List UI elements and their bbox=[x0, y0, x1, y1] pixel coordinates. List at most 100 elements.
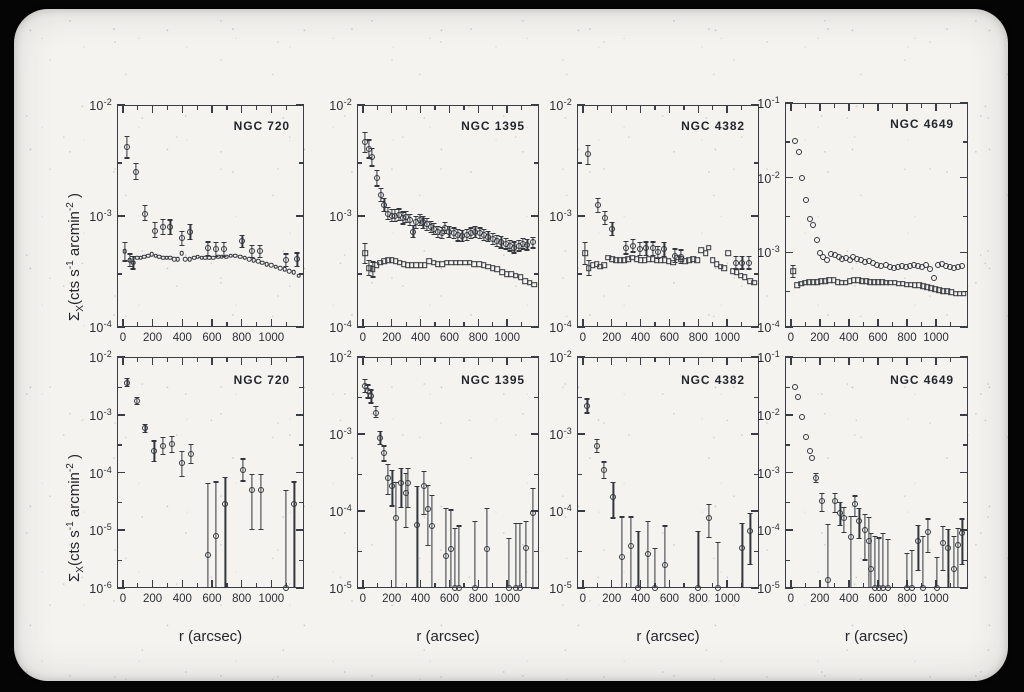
x-tick-major-top bbox=[639, 357, 642, 365]
error-cap-bottom bbox=[431, 234, 437, 236]
x-tick-minor-top bbox=[226, 357, 228, 362]
data-point-circle bbox=[377, 191, 384, 198]
data-point-circle bbox=[277, 265, 283, 271]
y-tick-major bbox=[577, 104, 585, 106]
y-tick-major bbox=[785, 176, 793, 179]
error-cap-bottom bbox=[403, 222, 409, 224]
x-tick-major bbox=[477, 319, 480, 327]
error-cap-top bbox=[595, 198, 601, 200]
error-bar bbox=[911, 550, 913, 588]
data-point-circle bbox=[661, 246, 668, 253]
data-point-square bbox=[903, 281, 910, 288]
error-cap-bottom bbox=[160, 454, 166, 456]
data-point-square bbox=[609, 256, 616, 262]
error-cap-top bbox=[876, 537, 882, 539]
y-tick-label: 10-3 bbox=[757, 244, 780, 261]
panel-title: NGC 4382 bbox=[681, 373, 745, 387]
y-tick-label: 10-4 bbox=[757, 522, 780, 539]
error-cap-top bbox=[420, 216, 426, 218]
error-cap-top bbox=[389, 209, 395, 211]
x-tick-minor bbox=[596, 583, 598, 588]
data-point-circle bbox=[636, 246, 643, 253]
x-tick-label: 800 bbox=[232, 332, 252, 344]
data-point-circle bbox=[925, 528, 932, 535]
data-point-circle bbox=[959, 529, 966, 536]
x-tick-minor bbox=[434, 583, 436, 588]
error-cap-top bbox=[370, 261, 376, 263]
error-bar bbox=[864, 514, 866, 561]
panel-title: NGC 4649 bbox=[890, 117, 954, 131]
data-point-circle bbox=[803, 433, 810, 440]
x-tick-minor-top bbox=[255, 105, 258, 110]
error-bar bbox=[427, 484, 429, 547]
data-point-circle bbox=[635, 585, 642, 591]
x-tick-major-top bbox=[211, 357, 213, 365]
error-cap-bottom bbox=[520, 248, 526, 250]
error-cap-top bbox=[628, 516, 634, 518]
error-cap-bottom bbox=[623, 253, 629, 255]
y-tick-major bbox=[357, 510, 365, 512]
y-tick-minor-right bbox=[299, 162, 304, 164]
error-cap-bottom bbox=[602, 223, 608, 226]
y-tick-label: 10-4 bbox=[757, 318, 780, 336]
error-cap-top bbox=[169, 435, 175, 438]
x-tick-minor-top bbox=[492, 357, 494, 362]
data-point-circle bbox=[847, 534, 854, 541]
data-point-circle bbox=[524, 241, 531, 248]
error-cap-top bbox=[872, 535, 878, 538]
data-point-circle bbox=[920, 585, 927, 591]
data-point-square bbox=[718, 263, 724, 270]
y-tick-major-right bbox=[751, 326, 759, 328]
error-cap-top bbox=[160, 218, 166, 221]
y-tick-major bbox=[785, 356, 793, 358]
x-tick-minor-top bbox=[226, 105, 228, 110]
data-point-circle bbox=[393, 515, 400, 522]
x-tick-minor-top bbox=[255, 357, 258, 362]
data-point-circle bbox=[257, 248, 264, 255]
y-tick-major-right bbox=[751, 356, 759, 358]
error-cap-top bbox=[619, 516, 625, 518]
y-tick-minor bbox=[357, 162, 362, 164]
error-cap-bottom bbox=[485, 241, 491, 243]
error-cap-bottom bbox=[582, 264, 588, 266]
x-tick-major bbox=[639, 319, 642, 327]
data-point-square bbox=[794, 282, 800, 289]
x-tick-label: 600 bbox=[439, 593, 460, 605]
x-tick-major bbox=[240, 319, 243, 327]
x-tick-label: 400 bbox=[839, 593, 859, 605]
error-cap-top bbox=[494, 234, 500, 236]
x-tick-label: 0 bbox=[579, 332, 586, 344]
error-cap-top bbox=[400, 211, 405, 213]
panel-title: NGC 720 bbox=[233, 373, 290, 387]
x-tick-minor-top bbox=[804, 357, 807, 362]
error-cap-bottom bbox=[258, 529, 264, 531]
error-cap-top bbox=[221, 242, 227, 244]
data-point-circle bbox=[745, 259, 752, 266]
y-tick-minor-right bbox=[534, 162, 539, 164]
error-bar bbox=[664, 525, 666, 588]
error-cap-top bbox=[655, 245, 661, 247]
error-cap-bottom bbox=[451, 238, 457, 240]
error-cap-bottom bbox=[421, 513, 427, 515]
error-cap-top bbox=[490, 233, 496, 235]
x-tick-minor-top bbox=[137, 357, 139, 362]
error-cap-bottom bbox=[239, 246, 245, 248]
y-tick-major-right bbox=[960, 176, 968, 179]
error-cap-bottom bbox=[179, 244, 185, 246]
error-cap-bottom bbox=[862, 559, 868, 561]
x-tick-minor bbox=[625, 322, 627, 327]
data-point-square bbox=[867, 279, 873, 285]
data-point-circle bbox=[584, 403, 591, 410]
error-cap-top bbox=[435, 225, 441, 227]
error-cap-bottom bbox=[366, 274, 372, 276]
y-tick-minor bbox=[117, 559, 122, 562]
y-tick-minor bbox=[357, 396, 362, 398]
x-tick-major-top bbox=[819, 357, 821, 365]
error-cap-top bbox=[410, 224, 416, 227]
data-point-square bbox=[582, 250, 588, 257]
x-tick-major-top bbox=[790, 357, 792, 365]
error-cap-top bbox=[403, 210, 409, 212]
x-tick-label: 800 bbox=[688, 593, 708, 605]
error-cap-top bbox=[142, 423, 148, 425]
y-tick-label: 10-2 bbox=[89, 348, 112, 366]
